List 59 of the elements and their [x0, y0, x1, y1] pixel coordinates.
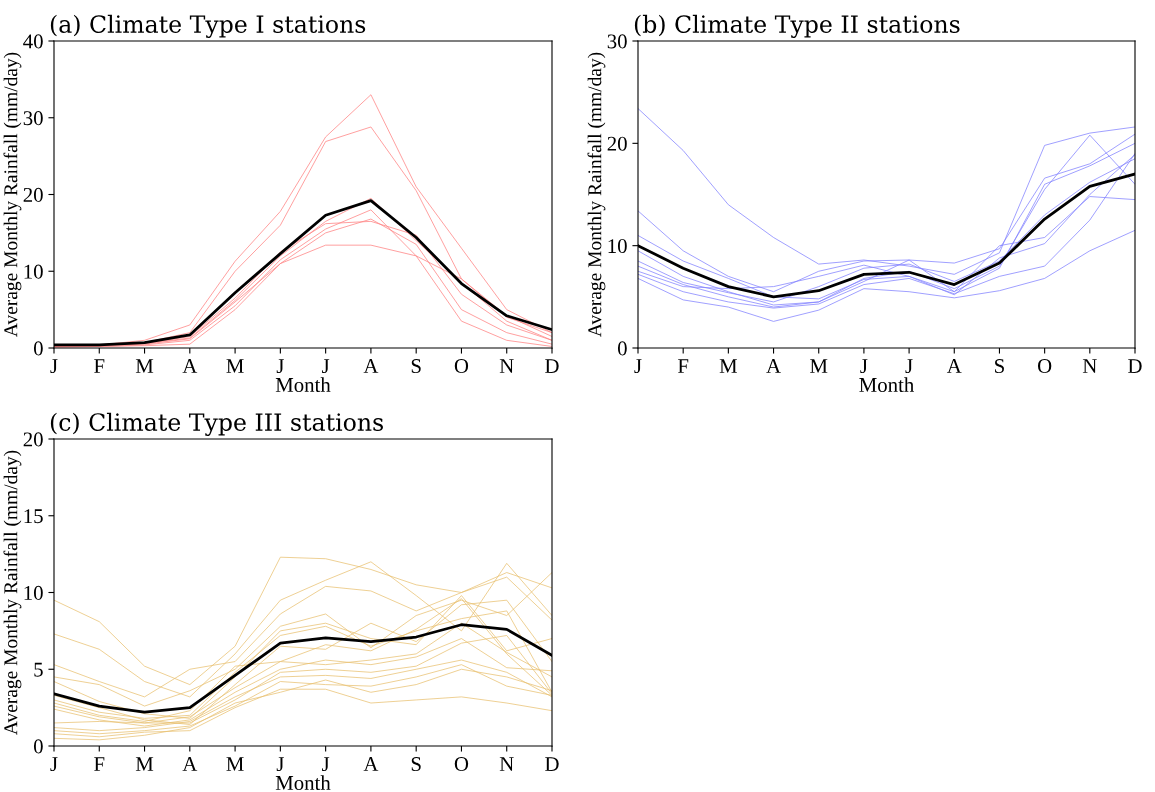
y-tick-label: 5	[34, 662, 43, 677]
y-tick-label: 10	[608, 239, 627, 254]
x-tick-label: J	[860, 359, 868, 374]
x-tick-label: O	[1037, 359, 1052, 374]
x-tick-label: F	[677, 359, 689, 373]
x-tick-label: A	[182, 757, 198, 771]
x-tick-label: N	[499, 757, 514, 771]
y-tick-label: 15	[24, 509, 43, 524]
y-tick-label: 40	[23, 34, 43, 49]
x-tick-label: A	[363, 359, 379, 373]
y-axis-title: Average Monthly Rainfall (mm/day)	[3, 450, 22, 735]
x-tick-label: S	[411, 757, 421, 772]
x-tick-label: J	[50, 359, 58, 374]
y-tick-label: 10	[24, 264, 43, 279]
y-tick-label: 0	[33, 739, 43, 754]
x-tick-label: M	[135, 757, 154, 771]
x-tick-label: M	[226, 359, 244, 373]
x-tick-label: D	[1128, 359, 1142, 373]
x-tick-label: A	[182, 359, 198, 373]
x-tick-label: S	[995, 359, 1004, 374]
x-tick-label: D	[545, 359, 559, 373]
x-tick-label: A	[946, 359, 962, 373]
chart-title: (b) Climate Type II stations	[634, 14, 960, 38]
y-tick-label: 20	[607, 136, 627, 151]
x-tick-label: F	[94, 359, 105, 373]
x-axis-title: Month	[275, 775, 331, 790]
x-tick-label: F	[94, 757, 105, 771]
x-tick-label: J	[905, 359, 913, 374]
x-tick-label: J	[276, 757, 284, 772]
x-tick-label: N	[499, 359, 514, 373]
x-tick-label: A	[766, 359, 781, 373]
y-tick-label: 30	[607, 34, 627, 49]
x-tick-label: N	[1082, 359, 1097, 373]
y-tick-label: 30	[23, 111, 43, 126]
x-tick-label: M	[226, 757, 244, 771]
x-axis-title: Month	[275, 377, 331, 392]
x-tick-label: S	[411, 359, 421, 374]
x-tick-label: M	[135, 359, 154, 373]
y-tick-label: 10	[24, 585, 43, 600]
x-axis-title: Month	[859, 377, 915, 392]
x-tick-label: M	[810, 359, 828, 373]
y-axis-title: Average Monthly Rainfall (mm/day)	[3, 52, 22, 337]
x-tick-label: O	[454, 359, 469, 374]
x-tick-label: O	[454, 757, 469, 772]
y-tick-label: 0	[617, 341, 627, 356]
x-tick-label: J	[634, 359, 642, 374]
y-tick-label: 20	[23, 187, 43, 202]
x-tick-label: M	[719, 359, 738, 373]
chart-title: (a) Climate Type I stations	[50, 14, 366, 38]
x-tick-label: J	[322, 757, 330, 772]
x-tick-label: A	[363, 757, 379, 771]
y-tick-label: 20	[23, 432, 43, 447]
x-tick-label: J	[276, 359, 284, 374]
y-tick-label: 0	[33, 341, 43, 356]
chart-title: (c) Climate Type III stations	[50, 412, 383, 436]
x-tick-label: D	[545, 757, 559, 771]
y-axis-title: Average Monthly Rainfall (mm/day)	[587, 52, 606, 337]
x-tick-label: J	[322, 359, 330, 374]
x-tick-label: J	[50, 757, 58, 772]
